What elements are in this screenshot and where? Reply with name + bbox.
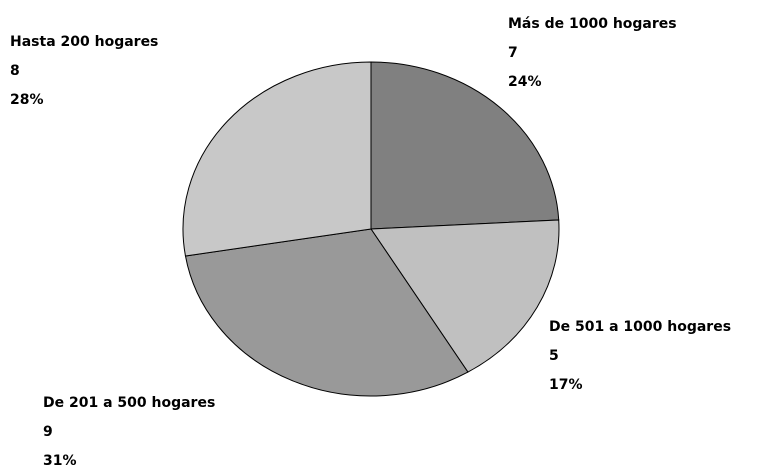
- pie-slice: [370, 61, 560, 230]
- slice-value: 5: [549, 348, 559, 364]
- slice-label: Hasta 200 hogares: [10, 34, 158, 50]
- slice-percent: 31%: [43, 453, 77, 469]
- slice-percent: 17%: [549, 377, 583, 393]
- slice-percent: 28%: [10, 92, 44, 108]
- pie-slice: [370, 219, 560, 373]
- slice-value: 9: [43, 424, 53, 440]
- slice-label: De 201 a 500 hogares: [43, 395, 215, 411]
- slice-value: 8: [10, 63, 20, 79]
- pie-slice: [184, 228, 469, 397]
- pie-slice: [182, 61, 372, 257]
- slice-percent: 24%: [508, 74, 542, 90]
- slice-label: De 501 a 1000 hogares: [549, 319, 731, 335]
- slice-label: Más de 1000 hogares: [508, 16, 677, 32]
- slice-value: 7: [508, 45, 518, 61]
